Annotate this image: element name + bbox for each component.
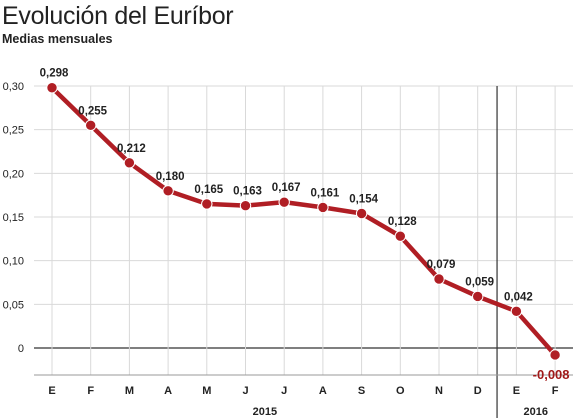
x-tick-label: N	[435, 385, 443, 397]
data-point	[433, 273, 445, 285]
y-tick-label: 0,05	[3, 299, 24, 311]
year-label: 2015	[253, 406, 277, 418]
data-point	[46, 82, 58, 94]
x-tick-label: E	[513, 385, 520, 397]
data-point	[239, 199, 252, 212]
data-point	[394, 230, 406, 242]
y-tick-label: 0	[18, 343, 24, 355]
data-label: 0,165	[194, 184, 223, 196]
x-tick-label: M	[202, 385, 211, 397]
chart-title: Evolución del Euríbor	[2, 2, 234, 30]
data-point	[123, 157, 136, 169]
data-label: 0,079	[427, 259, 456, 271]
y-tick-label: 0,20	[3, 168, 24, 180]
data-label: 0,042	[504, 291, 533, 303]
data-label: 0,163	[233, 186, 262, 198]
data-label: 0,167	[272, 182, 301, 194]
data-label: 0,180	[156, 171, 185, 183]
data-label: 0,255	[78, 105, 107, 117]
data-label: 0,059	[465, 276, 494, 288]
data-label: 0,161	[311, 187, 340, 199]
x-tick-label: F	[552, 385, 559, 397]
x-tick-label: J	[281, 385, 287, 397]
year-label: 2016	[524, 406, 548, 418]
data-label: 0,154	[349, 194, 378, 206]
data-point	[355, 207, 368, 220]
y-tick-label: 0,30	[3, 81, 24, 93]
series-line	[49, 85, 558, 358]
y-tick-label: 0,15	[3, 212, 24, 224]
chart-subtitle: Medias mensuales	[2, 32, 113, 46]
data-point	[162, 185, 174, 197]
x-tick-label: J	[242, 385, 248, 397]
x-tick-label: D	[474, 385, 482, 397]
data-label: 0,298	[40, 68, 69, 80]
y-tick-label: 0,10	[3, 256, 24, 268]
data-label: 0,128	[388, 216, 417, 228]
x-tick-label: F	[87, 385, 94, 397]
x-tick-label: O	[396, 385, 405, 397]
data-label: 0,212	[117, 143, 146, 155]
data-point	[85, 119, 97, 132]
data-point	[317, 201, 329, 214]
data-point	[278, 196, 290, 208]
y-tick-label: 0,25	[3, 125, 24, 137]
data-point	[549, 349, 561, 361]
data-point	[510, 305, 523, 318]
x-tick-label: S	[358, 385, 365, 397]
data-label: -0,008	[533, 367, 570, 382]
x-tick-label: A	[164, 385, 172, 397]
data-point	[201, 198, 213, 210]
data-point	[472, 290, 484, 303]
x-tick-label: A	[319, 385, 327, 397]
x-tick-label: M	[125, 385, 134, 397]
x-tick-label: E	[48, 385, 55, 397]
